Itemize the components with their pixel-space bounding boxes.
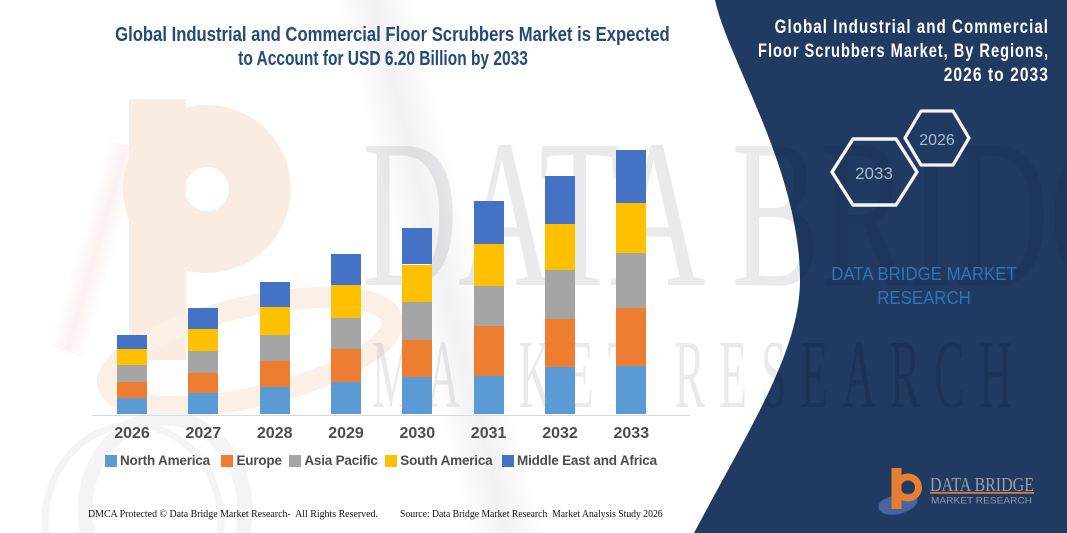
svg-text:DATA BRIDGE: DATA BRIDGE xyxy=(930,474,1034,496)
svg-text:MARKET RESEARCH: MARKET RESEARCH xyxy=(931,496,1032,506)
svg-text:2033: 2033 xyxy=(855,164,893,183)
svg-text:2026: 2026 xyxy=(919,132,955,149)
